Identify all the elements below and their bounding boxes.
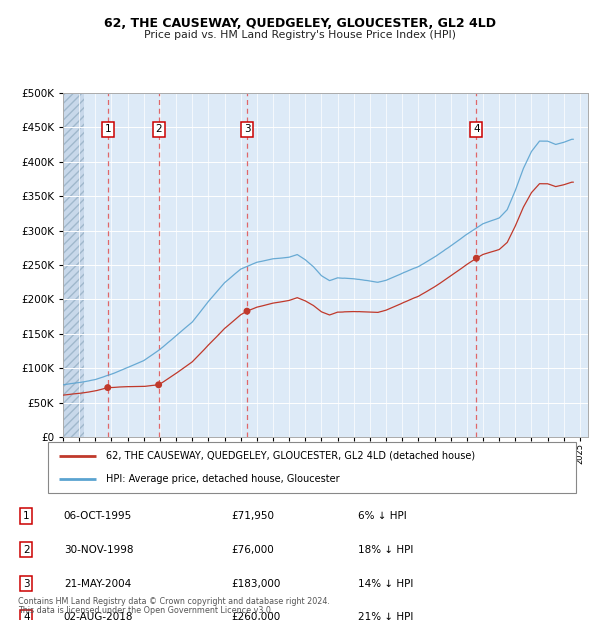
Text: 18% ↓ HPI: 18% ↓ HPI bbox=[358, 545, 413, 555]
Text: 4: 4 bbox=[23, 613, 30, 620]
Text: £76,000: £76,000 bbox=[231, 545, 274, 555]
Text: 1: 1 bbox=[23, 511, 30, 521]
Text: 02-AUG-2018: 02-AUG-2018 bbox=[64, 613, 133, 620]
Point bbox=[242, 306, 252, 316]
Text: 3: 3 bbox=[244, 124, 250, 134]
Text: 2: 2 bbox=[23, 545, 30, 555]
Text: 1: 1 bbox=[104, 124, 111, 134]
Text: This data is licensed under the Open Government Licence v3.0.: This data is licensed under the Open Gov… bbox=[18, 606, 274, 615]
Text: Contains HM Land Registry data © Crown copyright and database right 2024.: Contains HM Land Registry data © Crown c… bbox=[18, 597, 330, 606]
Text: £71,950: £71,950 bbox=[231, 511, 274, 521]
Text: £260,000: £260,000 bbox=[231, 613, 280, 620]
Text: 06-OCT-1995: 06-OCT-1995 bbox=[64, 511, 132, 521]
Text: 2: 2 bbox=[155, 124, 162, 134]
Point bbox=[154, 380, 163, 390]
Text: 21% ↓ HPI: 21% ↓ HPI bbox=[358, 613, 413, 620]
Text: 62, THE CAUSEWAY, QUEDGELEY, GLOUCESTER, GL2 4LD (detached house): 62, THE CAUSEWAY, QUEDGELEY, GLOUCESTER,… bbox=[106, 451, 475, 461]
Text: 62, THE CAUSEWAY, QUEDGELEY, GLOUCESTER, GL2 4LD: 62, THE CAUSEWAY, QUEDGELEY, GLOUCESTER,… bbox=[104, 17, 496, 30]
Point bbox=[103, 383, 113, 392]
Point bbox=[472, 253, 481, 263]
Text: HPI: Average price, detached house, Gloucester: HPI: Average price, detached house, Glou… bbox=[106, 474, 340, 484]
FancyBboxPatch shape bbox=[48, 442, 576, 493]
Text: 3: 3 bbox=[23, 578, 30, 588]
Bar bbox=[63, 93, 84, 437]
Text: £183,000: £183,000 bbox=[231, 578, 280, 588]
Text: 14% ↓ HPI: 14% ↓ HPI bbox=[358, 578, 413, 588]
Text: 21-MAY-2004: 21-MAY-2004 bbox=[64, 578, 131, 588]
Text: Price paid vs. HM Land Registry's House Price Index (HPI): Price paid vs. HM Land Registry's House … bbox=[144, 30, 456, 40]
Text: 4: 4 bbox=[473, 124, 479, 134]
Text: 6% ↓ HPI: 6% ↓ HPI bbox=[358, 511, 406, 521]
Text: 30-NOV-1998: 30-NOV-1998 bbox=[64, 545, 133, 555]
